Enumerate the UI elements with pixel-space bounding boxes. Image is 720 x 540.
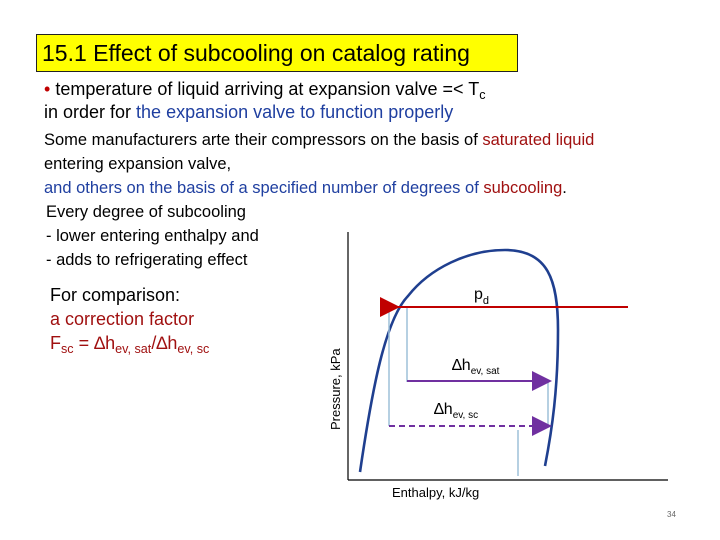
bullet-line-2-plain: in order for	[44, 102, 137, 122]
para-line-3-red: subcooling	[483, 179, 563, 197]
para-line-2: entering expansion valve,	[44, 155, 232, 173]
para-line-1-red: saturated liquid	[482, 131, 595, 149]
formula-F: F	[50, 333, 61, 353]
bullet-line-1: • temperature of liquid arriving at expa…	[44, 78, 486, 106]
title-box	[36, 34, 518, 72]
saturation-dome	[358, 248, 560, 473]
formula-eq: = ∆h	[73, 333, 116, 353]
comparison-line-1: For comparison:	[50, 285, 181, 305]
para-line-3-end: .	[562, 179, 567, 197]
note-line-2: - lower entering enthalpy and	[46, 227, 259, 245]
correction-factor-formula: Fsc = ∆hev, sat/∆hev, sc	[50, 332, 209, 361]
formula-num-sub: ev, sat	[115, 341, 152, 356]
note-line-1: Every degree of subcooling	[46, 203, 246, 221]
para-line-1-plain: Some manufacturers arte their compressor…	[44, 131, 483, 149]
y-axis-label: Pressure, kPa	[328, 348, 343, 430]
formula-F-sub: sc	[61, 341, 74, 356]
para-line-3: and others on the basis of a specified n…	[44, 176, 567, 200]
formula-den-sub: ev, sc	[177, 341, 210, 356]
para-line-1: Some manufacturers arte their compressor…	[44, 128, 594, 152]
comparison-line-2: a correction factor	[50, 309, 195, 329]
x-axis-label: Enthalpy, kJ/kg	[392, 485, 479, 500]
page-number: 34	[667, 510, 676, 519]
dh-ev-sat-label: ∆hev, sat	[452, 357, 500, 377]
note-line-3: - adds to refrigerating effect	[46, 251, 248, 269]
bullet-subscript: c	[479, 87, 486, 102]
para-line-3-blue: and others on the basis of a specified n…	[44, 179, 484, 197]
slide-title: 15.1 Effect of subcooling on catalog rat…	[42, 40, 470, 66]
bullet-line-2-blue: the expansion valve to function properly	[136, 102, 454, 122]
formula-slash: /∆h	[151, 333, 178, 353]
dh-ev-sc-label: ∆hev, sc	[434, 401, 478, 421]
bullet-marker: •	[44, 79, 51, 99]
bullet-line-2: in order for the expansion valve to func…	[44, 101, 453, 123]
pd-label: pd	[474, 286, 489, 307]
bullet-text: temperature of liquid arriving at expans…	[50, 79, 480, 99]
